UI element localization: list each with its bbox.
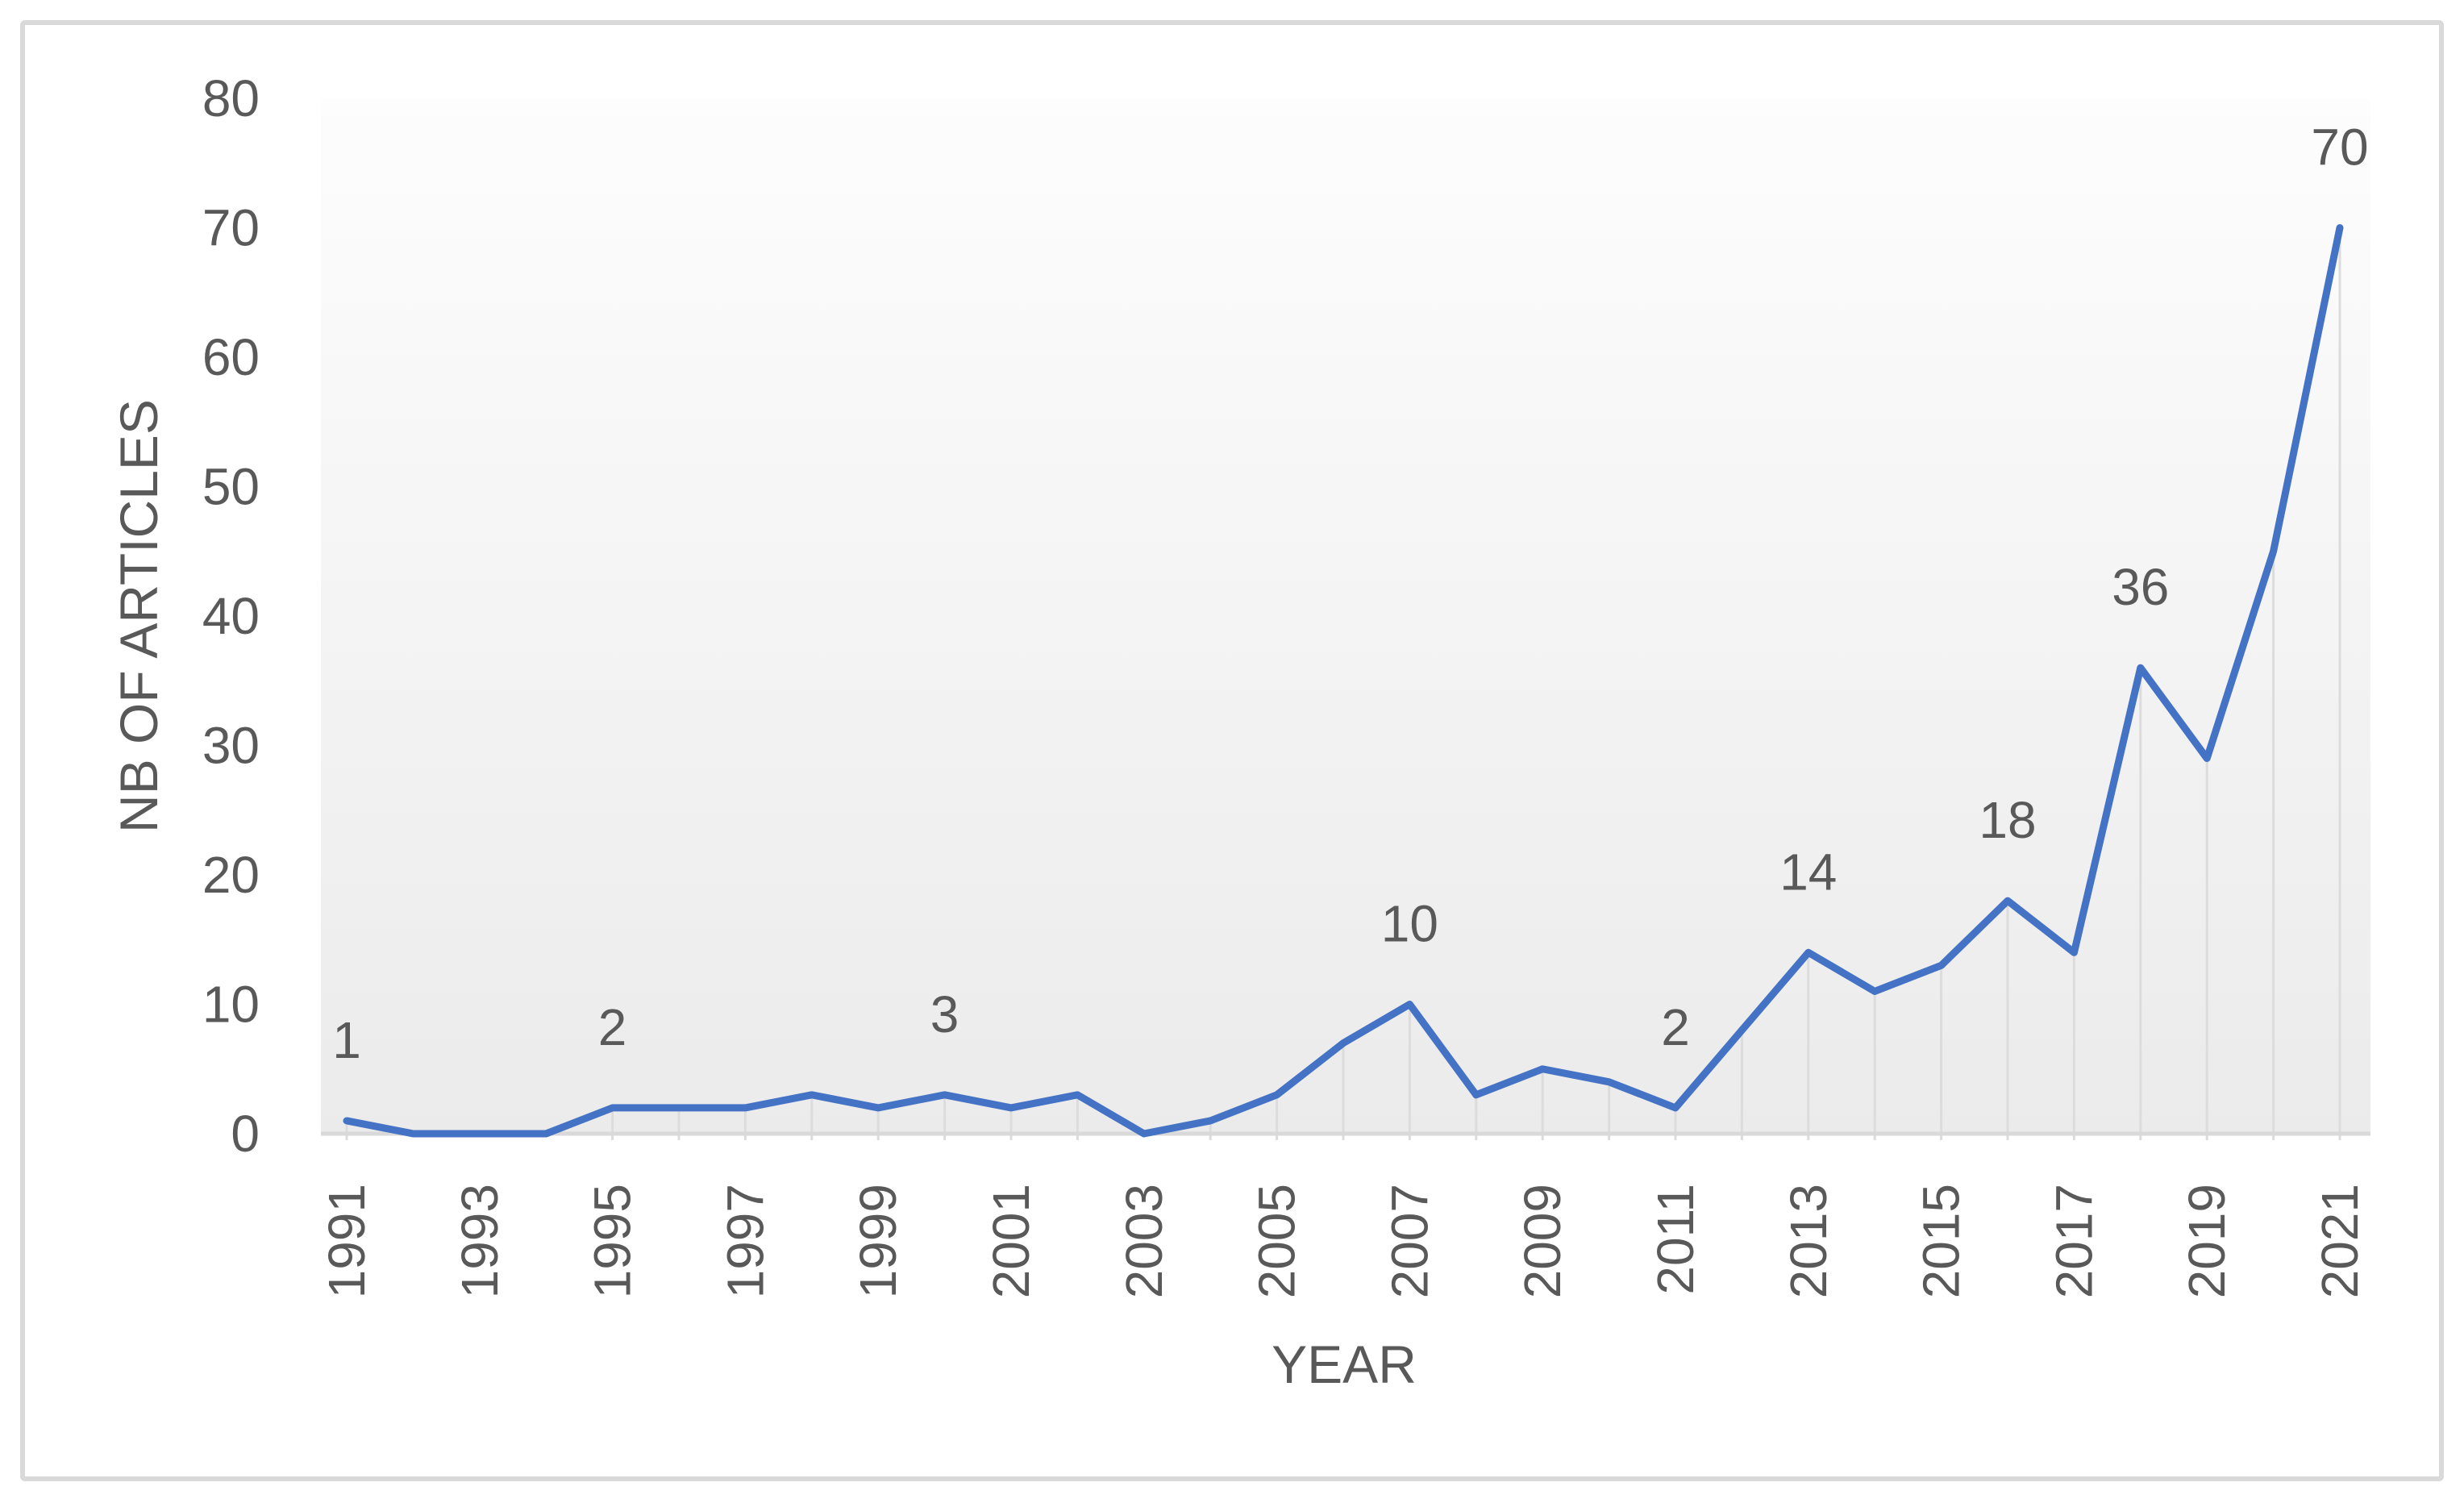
x-tick-label: 2013 — [1779, 1184, 1838, 1298]
plot-area — [321, 98, 2370, 1134]
data-label: 18 — [1979, 791, 2036, 849]
data-line — [343, 224, 2344, 1138]
y-tick-label: 30 — [202, 717, 260, 775]
x-tick-label: 1991 — [318, 1184, 376, 1298]
y-axis-title: NB OF ARTICLES — [109, 399, 169, 833]
y-tick-label: 80 — [202, 69, 260, 127]
y-tick-label: 20 — [202, 846, 260, 904]
x-tick-labels-group: 1991 1993 1995 1997 1999 2001 2003 2005 2007 2009… — [318, 1184, 2369, 1298]
x-tick-label: 1993 — [451, 1184, 509, 1298]
x-tick-label: 1997 — [716, 1184, 774, 1298]
data-labels-group: 1 2 3 10 2 14 18 36 70 — [332, 119, 2368, 1069]
series-group — [343, 224, 2344, 1138]
y-tick-label: 70 — [202, 199, 260, 257]
data-label: 2 — [1661, 998, 1690, 1056]
data-label: 14 — [1779, 843, 1837, 901]
x-tick-label: 2011 — [1646, 1184, 1704, 1295]
x-tick-label: 2003 — [1115, 1184, 1173, 1298]
data-label: 10 — [1381, 895, 1438, 953]
x-tick-label: 1999 — [849, 1184, 907, 1298]
data-label: 36 — [2112, 558, 2169, 616]
y-tick-label: 40 — [202, 587, 260, 645]
y-tick-label: 50 — [202, 458, 260, 516]
x-tick-label: 2021 — [2311, 1184, 2369, 1298]
x-axis-title: YEAR — [1272, 1334, 1417, 1394]
data-label: 2 — [598, 998, 627, 1056]
y-tick-label: 0 — [231, 1105, 260, 1163]
y-tick-labels-group: 0 10 20 30 40 50 60 70 80 — [202, 69, 260, 1163]
x-tick-label: 2001 — [982, 1184, 1040, 1298]
y-tick-label: 60 — [202, 328, 260, 386]
figure-border — [20, 20, 2444, 1481]
x-tick-label: 1995 — [584, 1184, 642, 1298]
data-label: 1 — [332, 1011, 361, 1069]
y-tick-label: 10 — [202, 976, 260, 1034]
x-tick-label: 2017 — [2045, 1184, 2103, 1298]
x-tick-label: 2015 — [1913, 1184, 1971, 1298]
data-label: 3 — [930, 985, 959, 1043]
x-tick-label: 2019 — [2178, 1184, 2236, 1298]
x-tick-label: 2009 — [1513, 1184, 1571, 1298]
x-tick-label: 2005 — [1248, 1184, 1306, 1298]
data-label: 70 — [2311, 119, 2368, 177]
x-tick-label: 2007 — [1380, 1184, 1438, 1298]
